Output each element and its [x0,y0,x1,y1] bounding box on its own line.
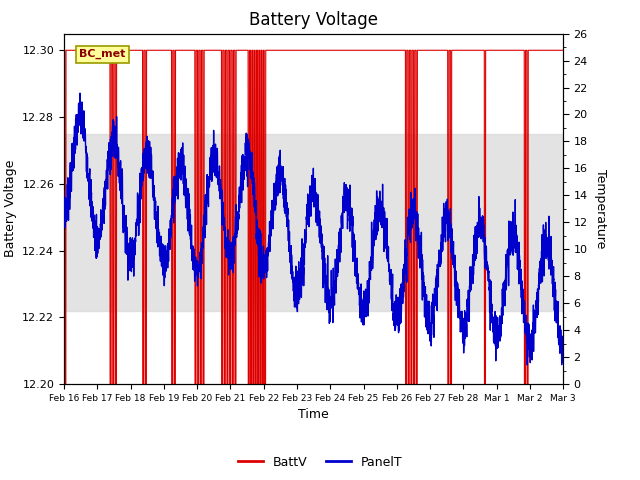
Y-axis label: Temperature: Temperature [595,169,607,249]
Title: Battery Voltage: Battery Voltage [249,11,378,29]
Legend: BattV, PanelT: BattV, PanelT [232,451,408,474]
Text: BC_met: BC_met [79,49,125,59]
Y-axis label: Battery Voltage: Battery Voltage [4,160,17,257]
Bar [64,134,563,311]
X-axis label: Time: Time [298,408,329,421]
